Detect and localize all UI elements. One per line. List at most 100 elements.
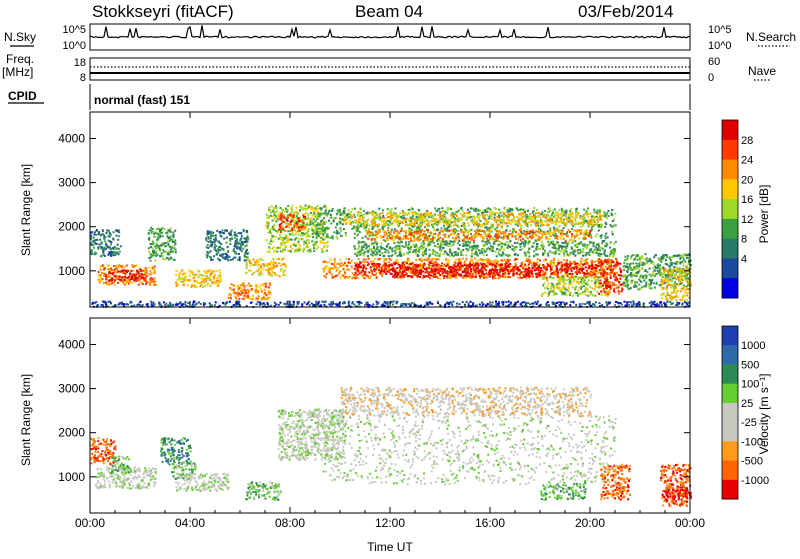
power-data-cell [362,261,364,263]
power-data-cell [522,212,524,214]
power-data-cell [265,239,267,241]
power-data-cell [567,219,569,221]
power-data-cell [174,230,176,232]
power-data-cell [225,242,227,244]
power-data-cell [394,238,396,240]
power-data-cell [291,207,293,209]
power-data-cell [170,227,172,229]
power-data-cell [388,255,390,257]
power-data-cell [314,225,316,227]
power-data-cell [393,212,395,214]
power-data-cell [210,250,212,252]
power-data-cell [416,239,418,241]
power-data-cell [583,260,585,262]
power-data-cell [329,272,331,274]
power-data-cell [517,225,519,227]
power-data-cell [415,220,417,222]
power-data-cell [229,240,231,242]
power-data-cell [235,235,237,237]
power-data-cell [246,261,248,263]
power-data-cell [376,243,378,245]
power-data-cell [443,223,445,225]
power-data-cell [552,212,554,214]
power-data-cell [413,244,415,246]
power-data-cell [472,273,474,275]
power-data-cell [415,244,417,246]
power-data-cell [129,273,131,275]
power-data-cell [356,255,358,257]
power-data-cell [606,217,608,219]
power-data-cell [526,229,528,231]
power-data-cell [331,210,333,212]
power-data-cell [382,224,384,226]
power-data-cell [549,210,551,212]
power-data-cell [252,295,254,297]
power-data-cell [379,219,381,221]
power-data-cell [341,235,343,237]
power-data-cell [595,246,597,248]
power-data-cell [226,254,228,256]
power-data-cell [307,235,309,237]
power-data-cell [105,275,107,277]
power-data-cell [420,222,422,224]
power-data-cell [498,230,500,232]
power-data-cell [367,251,369,253]
power-data-cell [400,230,402,232]
power-data-cell [354,277,356,279]
power-data-cell [183,284,185,286]
power-data-cell [520,246,522,248]
power-data-cell [287,205,289,207]
power-data-cell [159,249,161,251]
power-data-cell [320,224,322,226]
power-data-cell [388,261,390,263]
power-data-cell [250,270,252,272]
power-data-cell [332,208,334,210]
power-data-cell [529,231,531,233]
power-data-cell [378,208,380,210]
power-data-cell [502,238,504,240]
power-data-cell [285,208,287,210]
power-data-cell [223,238,225,240]
power-data-cell [366,224,368,226]
power-data-cell [331,273,333,275]
power-data-cell [569,217,571,219]
power-data-cell [413,237,415,239]
power-data-cell [340,262,342,264]
power-data-cell [268,286,270,288]
power-data-cell [520,227,522,229]
power-data-cell [405,224,407,226]
power-data-cell [243,230,245,232]
power-data-cell [496,219,498,221]
power-data-cell [434,230,436,232]
power-data-cell [578,237,580,239]
power-data-cell [410,246,412,248]
power-data-cell [251,273,253,275]
power-data-cell [475,231,477,233]
power-data-cell [514,242,516,244]
power-data-cell [237,246,239,248]
power-data-cell [260,265,262,267]
power-data-cell [417,231,419,233]
power-data-cell [589,274,591,276]
power-data-cell [354,248,356,250]
power-data-cell [316,224,318,226]
power-data-cell [473,242,475,244]
power-data-cell [267,251,269,253]
power-data-cell [436,219,438,221]
power-data-cell [336,223,338,225]
power-data-cell [572,216,574,218]
power-data-cell [524,255,526,257]
power-data-cell [291,227,293,229]
power-data-cell [513,218,515,220]
power-data-cell [184,273,186,275]
power-data-cell [562,242,564,244]
power-data-cell [326,261,328,263]
power-data-cell [428,216,430,218]
power-data-cell [509,230,511,232]
power-data-cell [184,278,186,280]
power-data-cell [324,230,326,232]
power-data-cell [210,275,212,277]
power-data-cell [170,251,172,253]
power-data-cell [522,267,524,269]
power-data-cell [150,243,152,245]
